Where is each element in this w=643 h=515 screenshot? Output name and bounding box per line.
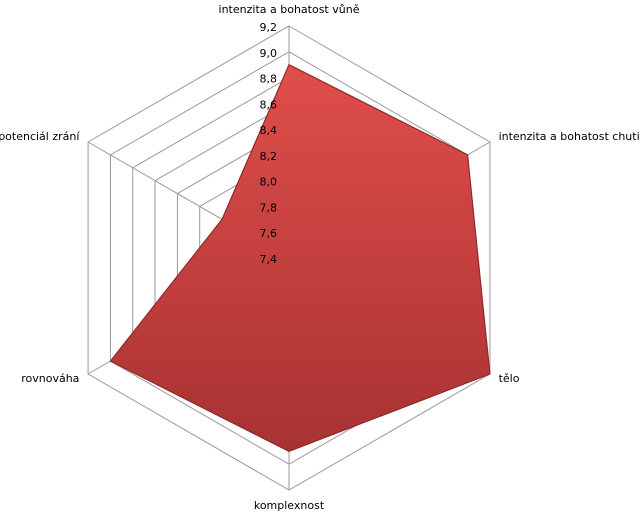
r-tick-label: 8,6 xyxy=(260,98,278,111)
category-label: intenzita a bohatost vůně xyxy=(219,3,360,16)
r-tick-label: 8,4 xyxy=(260,124,278,137)
data xyxy=(109,63,491,452)
category-label: komplexnost xyxy=(254,499,325,512)
r-tick-label: 9,2 xyxy=(260,21,278,34)
r-tick-label: 8,0 xyxy=(260,176,278,189)
r-tick-label: 9,0 xyxy=(260,47,278,60)
category-label: tělo xyxy=(499,372,520,385)
r-tick-label: 8,2 xyxy=(260,150,278,163)
category-label: rovnováha xyxy=(21,372,79,385)
category-label: intenzita a bohatost chuti xyxy=(499,130,640,143)
r-tick-label: 7,6 xyxy=(260,227,278,240)
r-tick-label: 7,4 xyxy=(260,253,278,266)
r-tick-label: 8,8 xyxy=(260,73,278,86)
data-area xyxy=(109,63,491,452)
category-label: potenciál zrání xyxy=(0,130,80,143)
r-tick-label: 7,8 xyxy=(260,201,278,214)
labels: 7,4 7,6 7,8 8,0 8,2 8,4 8,6 8,8 9,0 9,2 intenzita … xyxy=(0,3,640,512)
